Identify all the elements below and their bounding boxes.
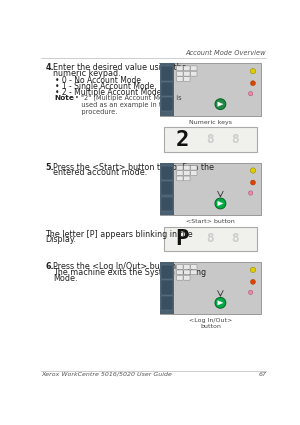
Text: 2: 2 (176, 130, 189, 150)
Text: numeric keypad.: numeric keypad. (53, 69, 121, 78)
Text: 8: 8 (207, 133, 214, 146)
Bar (161, 265, 173, 279)
Circle shape (215, 198, 226, 209)
FancyBboxPatch shape (177, 275, 183, 280)
Bar (160, 63, 261, 116)
Text: Press the <Start> button to confirm the: Press the <Start> button to confirm the (53, 163, 214, 172)
Bar (161, 296, 173, 310)
FancyBboxPatch shape (184, 270, 190, 275)
Bar (161, 66, 173, 81)
Text: 5.: 5. (45, 163, 54, 172)
FancyBboxPatch shape (184, 77, 190, 82)
Circle shape (250, 279, 255, 284)
Text: Display.: Display. (45, 235, 76, 244)
FancyBboxPatch shape (190, 265, 197, 269)
Circle shape (215, 99, 226, 110)
Text: <Log In/Out>
button: <Log In/Out> button (189, 318, 232, 329)
Bar (160, 163, 174, 215)
Bar (161, 166, 173, 180)
FancyBboxPatch shape (184, 165, 190, 170)
Circle shape (250, 81, 255, 86)
FancyBboxPatch shape (184, 171, 190, 176)
Text: 6.: 6. (45, 262, 54, 271)
Text: 8: 8 (207, 232, 214, 245)
Text: 8: 8 (231, 133, 238, 146)
FancyBboxPatch shape (184, 71, 190, 76)
Text: • "2" (Multiple Account Mode) is
   used as an example in this
   procedure.: • "2" (Multiple Account Mode) is used as… (75, 94, 181, 115)
Bar (160, 262, 261, 314)
FancyBboxPatch shape (177, 176, 183, 181)
FancyBboxPatch shape (177, 270, 183, 275)
FancyBboxPatch shape (177, 265, 183, 269)
FancyBboxPatch shape (190, 66, 197, 71)
Polygon shape (218, 102, 223, 107)
FancyBboxPatch shape (184, 275, 190, 280)
Text: Numeric keys: Numeric keys (189, 119, 232, 125)
Circle shape (250, 168, 256, 173)
Bar (161, 97, 173, 111)
Bar (161, 181, 173, 196)
FancyBboxPatch shape (177, 171, 183, 176)
Bar (161, 280, 173, 295)
Circle shape (250, 267, 256, 272)
FancyBboxPatch shape (190, 71, 197, 76)
Bar (164, 127, 257, 152)
Circle shape (250, 180, 255, 185)
FancyBboxPatch shape (184, 176, 190, 181)
FancyBboxPatch shape (184, 265, 190, 269)
Text: Xerox WorkCentre 5016/5020 User Guide: Xerox WorkCentre 5016/5020 User Guide (41, 372, 172, 377)
Circle shape (248, 191, 253, 195)
Circle shape (248, 290, 253, 295)
Polygon shape (218, 201, 223, 206)
Circle shape (250, 68, 256, 74)
Text: Note: Note (55, 94, 74, 100)
Circle shape (248, 91, 253, 96)
Text: P: P (176, 229, 189, 249)
Circle shape (215, 298, 226, 308)
Bar (161, 196, 173, 211)
Text: Press the <Log In/Out> button.: Press the <Log In/Out> button. (53, 262, 178, 271)
Text: Account Mode Overview: Account Mode Overview (186, 50, 266, 56)
Text: Mode.: Mode. (53, 274, 77, 283)
Bar (160, 63, 174, 116)
Bar (161, 82, 173, 96)
Text: entered account mode.: entered account mode. (53, 168, 147, 177)
FancyBboxPatch shape (177, 165, 183, 170)
Polygon shape (218, 300, 223, 305)
Bar (164, 227, 257, 251)
FancyBboxPatch shape (190, 165, 197, 170)
Text: 4.: 4. (45, 63, 54, 72)
Text: • 1 - Single Account Mode: • 1 - Single Account Mode (55, 82, 154, 91)
Text: • 2 - Multiple Account Mode: • 2 - Multiple Account Mode (55, 88, 161, 97)
FancyBboxPatch shape (177, 66, 183, 71)
Text: • 0 - No Account Mode: • 0 - No Account Mode (55, 76, 141, 85)
Bar (160, 163, 261, 215)
Text: 8: 8 (231, 232, 238, 245)
FancyBboxPatch shape (184, 66, 190, 71)
Bar (160, 262, 174, 314)
Text: The letter [P] appears blinking in the: The letter [P] appears blinking in the (45, 230, 193, 239)
FancyBboxPatch shape (177, 77, 183, 82)
FancyBboxPatch shape (190, 270, 197, 275)
Text: Enter the desired value using the: Enter the desired value using the (53, 63, 187, 72)
FancyBboxPatch shape (190, 171, 197, 176)
FancyBboxPatch shape (177, 71, 183, 76)
Text: The machine exits the System Setting: The machine exits the System Setting (53, 268, 206, 277)
Text: <Start> button: <Start> button (186, 219, 235, 224)
Text: 67: 67 (258, 372, 266, 377)
